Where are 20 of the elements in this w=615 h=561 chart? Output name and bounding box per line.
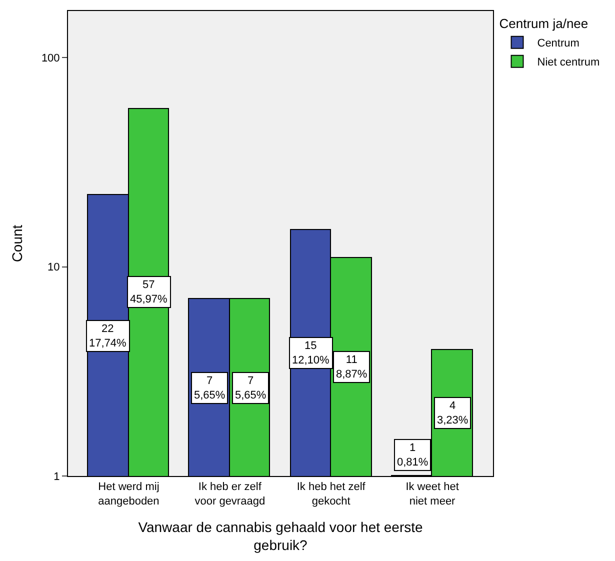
x-tick-label: Ik weet het niet meer [406,481,459,508]
x-axis-title: Vanwaar de cannabis gehaald voor het eerste gebruik? [138,518,424,553]
x-tick-label: Ik heb het zelf gekocht [296,481,366,508]
y-tick-label: 10 [48,262,60,274]
data-label: 4 3,23% [437,400,468,426]
data-label: 1 0,81% [397,442,428,468]
data-label: 15 12,10% [292,340,330,366]
legend-label: Centrum [537,38,580,50]
data-label: 7 5,65% [235,375,266,402]
y-tick-label: 100 [41,52,60,64]
legend-title: Centrum ja/nee [499,16,588,31]
y-axis-title: Count [9,224,26,262]
x-tick-label: Ik heb er zelf voor gevraagd [194,481,266,508]
data-label: 11 8,87% [336,354,368,380]
x-tick-label: Het werd mij aangeboden [98,481,160,508]
data-label: 57 45,97% [130,279,168,306]
data-label: 7 5,65% [194,375,226,402]
data-label: 22 17,74% [89,323,127,350]
y-tick-label: 1 [54,470,60,483]
legend-label: Niet centrum [537,56,600,69]
